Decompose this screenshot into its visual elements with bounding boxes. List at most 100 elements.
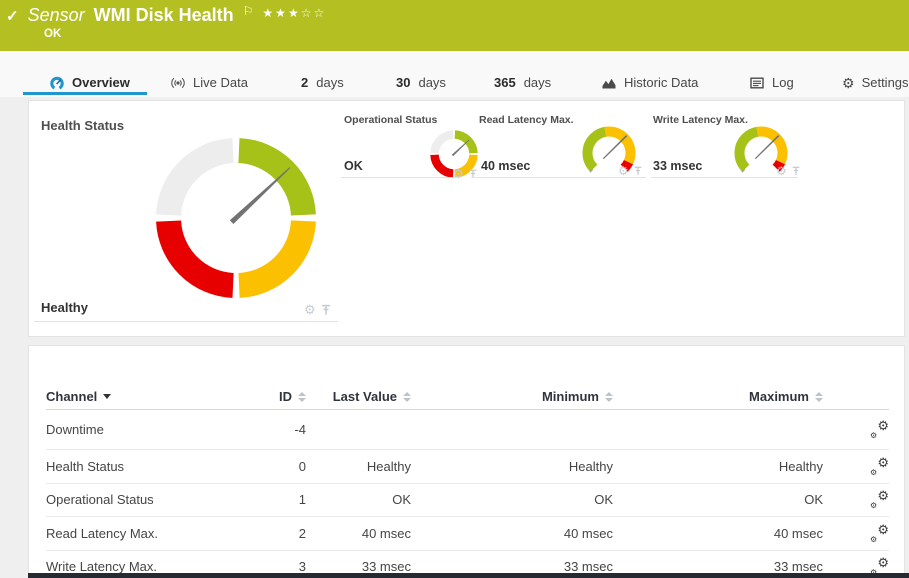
cell-channel: Write Latency Max. bbox=[46, 559, 158, 575]
tab-30-days[interactable]: 30 days bbox=[396, 74, 446, 91]
gear-icon[interactable]: ⚙ bbox=[304, 302, 316, 317]
object-type-label: Sensor bbox=[27, 5, 85, 25]
cell-minimum: OK bbox=[594, 492, 613, 508]
overview-gauges-panel: Health Status Healthy ⚙ Operational Stat… bbox=[28, 100, 905, 337]
column-header-maximum[interactable]: Maximum bbox=[749, 389, 823, 404]
cell-maximum: 40 msec bbox=[773, 525, 823, 541]
cell-minimum: 40 msec bbox=[563, 525, 613, 541]
write-latency-tile-actions: ⚙ bbox=[776, 165, 800, 177]
cell-channel: Operational Status bbox=[46, 492, 154, 508]
tab-number: 2 bbox=[301, 75, 309, 90]
column-header-minimum[interactable]: Minimum bbox=[542, 389, 613, 404]
tab-historic-data[interactable]: Historic Data bbox=[601, 74, 698, 91]
read-latency-gauge bbox=[582, 126, 636, 180]
cell-channel: Read Latency Max. bbox=[46, 525, 159, 541]
pin-icon[interactable] bbox=[792, 166, 800, 176]
cell-maximum: OK bbox=[804, 492, 823, 508]
sensor-title-row: ✓ Sensor WMI Disk Health ⚐ ★★★☆☆ bbox=[6, 4, 326, 26]
tile-divider bbox=[34, 321, 338, 322]
pin-icon[interactable] bbox=[634, 166, 642, 176]
channel-settings-icon[interactable]: ⚙⚙ bbox=[870, 555, 889, 577]
cell-last-value: 40 msec bbox=[361, 525, 411, 541]
channel-table-panel: Channel ID Last Value bbox=[28, 345, 905, 578]
cell-minimum: Healthy bbox=[568, 458, 613, 474]
health-gauge-title: Health Status bbox=[41, 118, 125, 133]
gauge-icon bbox=[50, 76, 64, 90]
tab-log[interactable]: Log bbox=[749, 74, 794, 91]
cell-id: 1 bbox=[298, 492, 306, 508]
cell-last-value: 33 msec bbox=[361, 559, 411, 575]
write-latency-value: 33 msec bbox=[653, 159, 703, 173]
page-title: WMI Disk Health bbox=[93, 5, 234, 25]
cell-channel: Health Status bbox=[46, 458, 125, 474]
cell-id: 2 bbox=[298, 525, 306, 541]
table-row-downtime[interactable]: Downtime -4 ⚙ ⚙ bbox=[46, 410, 889, 450]
column-header-channel[interactable]: Channel bbox=[46, 389, 112, 404]
write-latency-gauge bbox=[734, 126, 788, 180]
cell-id: 3 bbox=[298, 559, 306, 575]
health-gauge-value: Healthy bbox=[41, 300, 88, 315]
tab-2-days[interactable]: 2 days bbox=[301, 74, 344, 91]
tab-bar: Overview Live Data 2 days 30 days 365 da… bbox=[0, 51, 909, 97]
status-check-icon: ✓ bbox=[6, 8, 19, 25]
tab-label: days bbox=[316, 75, 344, 90]
channel-settings-icon[interactable]: ⚙⚙ bbox=[870, 488, 889, 511]
tab-label: days bbox=[418, 75, 446, 90]
operational-status-gauge bbox=[430, 130, 478, 178]
tab-365-days[interactable]: 365 days bbox=[494, 74, 551, 91]
cell-id: 0 bbox=[298, 458, 306, 474]
table-row-operational-status[interactable]: Operational Status 1 OK OK OK ⚙ ⚙ bbox=[46, 484, 889, 517]
tab-label: Overview bbox=[72, 75, 130, 90]
cell-last-value: OK bbox=[392, 492, 411, 508]
sort-icon bbox=[298, 391, 306, 402]
tab-number: 30 bbox=[396, 75, 411, 90]
tab-number: 365 bbox=[494, 75, 516, 90]
cell-id: -4 bbox=[294, 422, 306, 437]
channel-settings-icon[interactable]: ⚙⚙ bbox=[870, 454, 889, 477]
column-header-id[interactable]: ID bbox=[279, 389, 306, 404]
cell-channel: Downtime bbox=[46, 422, 104, 437]
cell-last-value: Healthy bbox=[366, 458, 411, 474]
priority-stars[interactable]: ★★★☆☆ bbox=[262, 6, 327, 20]
table-header-row: Channel ID Last Value bbox=[46, 384, 889, 410]
tab-label: Live Data bbox=[193, 75, 248, 90]
tile-divider bbox=[341, 177, 458, 178]
tab-overview[interactable]: Overview bbox=[49, 74, 130, 91]
channel-table: Channel ID Last Value bbox=[46, 384, 889, 578]
channel-settings-icon[interactable]: ⚙⚙ bbox=[870, 521, 889, 544]
active-tab-underline bbox=[23, 92, 147, 95]
column-header-last-value[interactable]: Last Value bbox=[333, 389, 411, 404]
table-row-read-latency[interactable]: Read Latency Max. 2 40 msec 40 msec 40 m… bbox=[46, 517, 889, 551]
sort-icon bbox=[815, 391, 823, 402]
cell-maximum: Healthy bbox=[778, 458, 823, 474]
channel-settings-icon[interactable]: ⚙⚙ bbox=[870, 418, 889, 440]
area-chart-icon bbox=[602, 78, 616, 88]
tile-divider bbox=[471, 177, 646, 178]
cell-maximum: 33 msec bbox=[773, 559, 823, 575]
tile-divider bbox=[651, 177, 798, 178]
gear-icon[interactable]: ⚙ bbox=[776, 164, 787, 178]
operational-status-title: Operational Status bbox=[344, 114, 438, 126]
operational-tile-actions: ⚙ bbox=[453, 168, 477, 180]
flag-icon[interactable]: ⚐ bbox=[242, 4, 254, 18]
pin-icon[interactable] bbox=[469, 169, 477, 179]
table-row-write-latency[interactable]: Write Latency Max. 3 33 msec 33 msec 33 … bbox=[46, 551, 889, 578]
tab-settings[interactable]: ⚙ Settings bbox=[842, 74, 909, 91]
column-label: Last Value bbox=[332, 389, 397, 404]
broadcast-icon bbox=[171, 77, 185, 88]
pin-icon[interactable] bbox=[321, 304, 331, 316]
read-latency-tile-actions: ⚙ bbox=[618, 165, 642, 177]
gear-icon[interactable]: ⚙ bbox=[453, 167, 464, 181]
table-row-health-status[interactable]: Health Status 0 Healthy Healthy Healthy … bbox=[46, 450, 889, 484]
tab-label: Settings bbox=[861, 75, 909, 90]
cell-minimum: 33 msec bbox=[563, 559, 613, 575]
gear-icon[interactable]: ⚙ bbox=[618, 164, 629, 178]
column-label: Maximum bbox=[749, 389, 809, 404]
tab-live-data[interactable]: Live Data bbox=[170, 74, 248, 91]
sensor-header: ✓ Sensor WMI Disk Health ⚐ ★★★☆☆ OK bbox=[0, 0, 909, 51]
sort-desc-icon bbox=[103, 394, 112, 399]
write-latency-title: Write Latency Max. bbox=[653, 114, 748, 126]
gear-icon: ⚙ bbox=[842, 74, 855, 91]
read-latency-value: 40 msec bbox=[481, 159, 531, 173]
